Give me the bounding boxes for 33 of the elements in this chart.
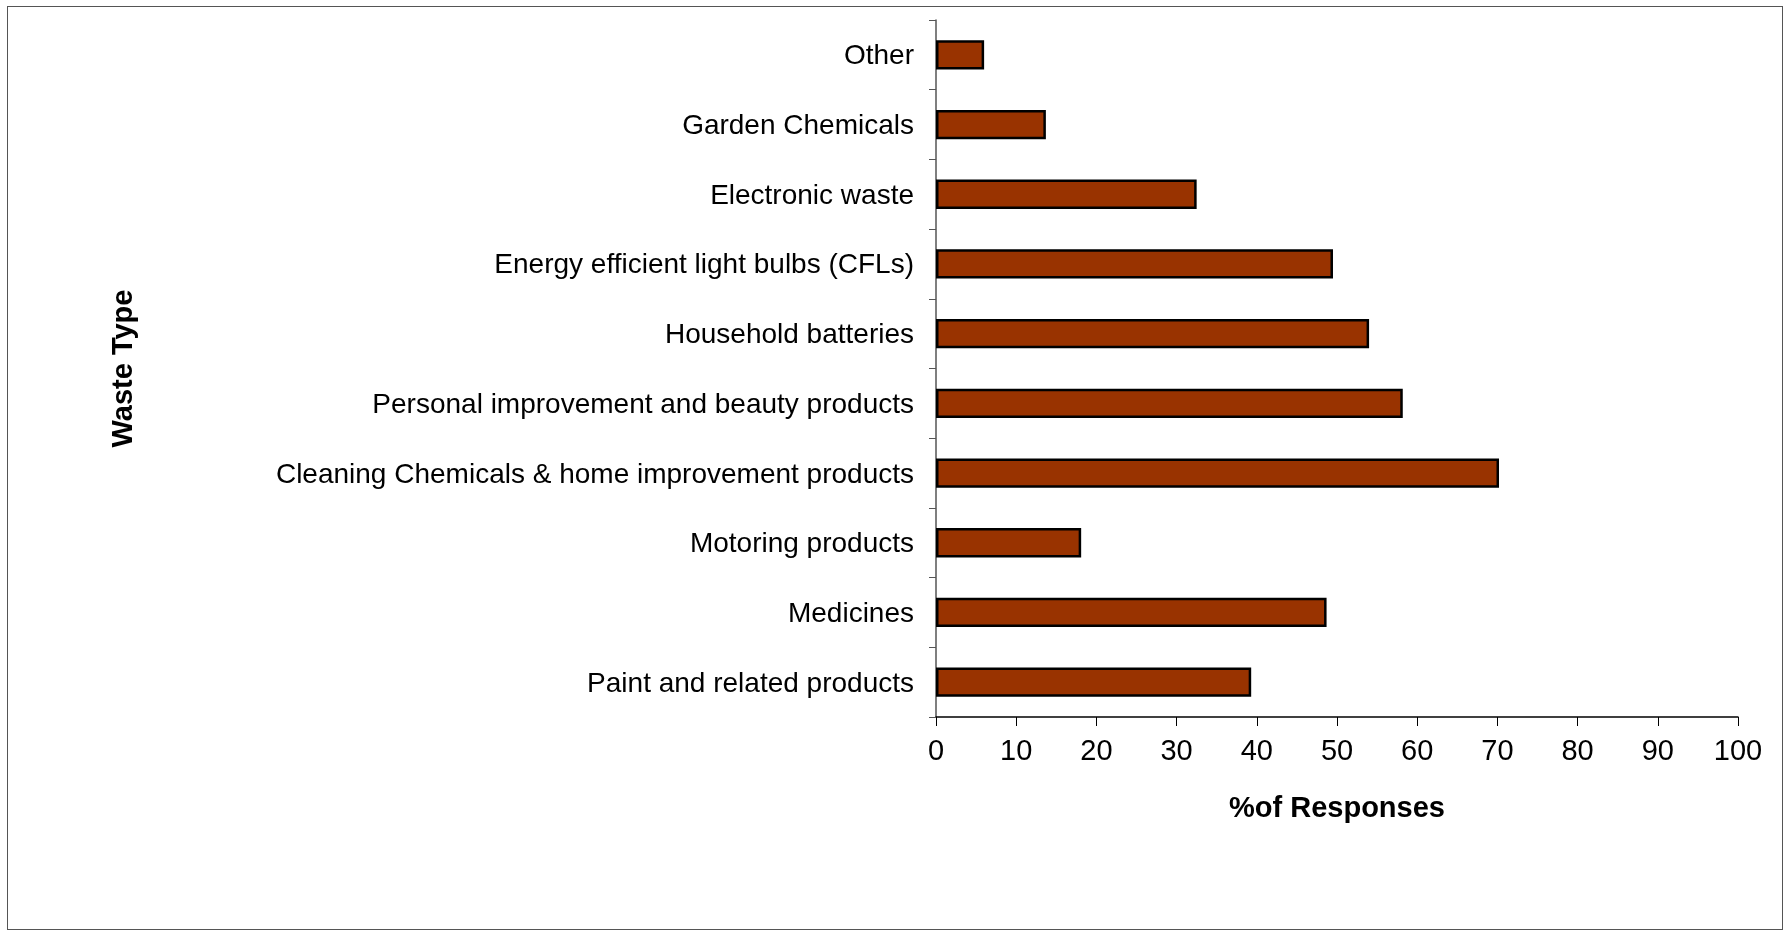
bar: [936, 319, 1370, 349]
y-tick-label: Energy efficient light bulbs (CFLs): [494, 248, 914, 280]
y-tick-label: Cleaning Chemicals & home improvement products: [275, 457, 914, 489]
bar: [936, 249, 1333, 279]
x-tick-label: 100: [1713, 733, 1763, 766]
x-tick-label: 0: [927, 733, 945, 766]
y-tick-label: Household batteries: [664, 318, 914, 350]
bar: [936, 109, 1046, 140]
x-tick-label: 50: [1320, 733, 1354, 766]
bar: [936, 667, 1252, 697]
y-tick-label: Paint and related products: [587, 666, 914, 698]
x-tick-label: 40: [1240, 733, 1273, 766]
bar: [936, 40, 985, 70]
bar: [936, 458, 1499, 488]
bar: [936, 597, 1327, 628]
x-tick-label: 70: [1481, 733, 1514, 766]
y-axis-title: Waste Type: [105, 289, 138, 448]
y-tick-label: Electronic waste: [710, 178, 914, 210]
y-tick-label: Garden Chemicals: [682, 109, 914, 141]
x-tick-label: 10: [1000, 733, 1033, 766]
x-tick-label: 30: [1160, 733, 1193, 766]
bar: [936, 179, 1197, 209]
x-tick-label: 60: [1401, 733, 1434, 766]
y-tick-label: Motoring products: [689, 527, 914, 559]
x-tick-label: 80: [1561, 733, 1594, 766]
x-tick-label: 20: [1080, 733, 1113, 766]
bar: [936, 528, 1082, 558]
x-axis-title: %of Responses: [1229, 790, 1445, 823]
y-tick-label: Medicines: [787, 596, 914, 628]
x-tick-label: 90: [1641, 733, 1674, 766]
y-tick-label: Personal improvement and beauty products: [372, 387, 914, 419]
bar: [936, 388, 1403, 418]
y-tick-label: Other: [843, 39, 914, 71]
